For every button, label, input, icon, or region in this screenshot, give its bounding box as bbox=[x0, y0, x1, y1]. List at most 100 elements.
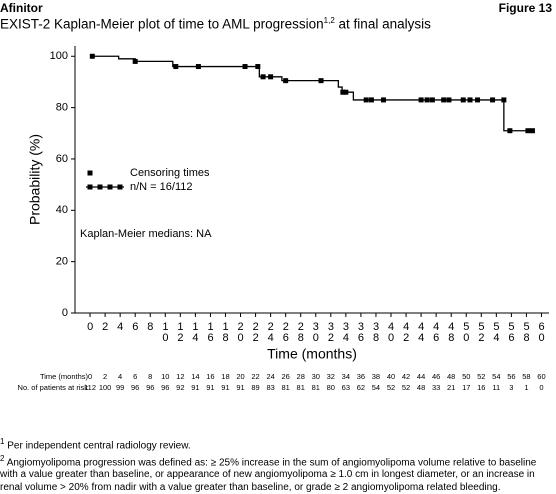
x-tick-label: 44 bbox=[415, 321, 427, 343]
x-tick-label: 28 bbox=[295, 321, 307, 343]
risk-count: 52 bbox=[387, 383, 395, 392]
risk-count: 96 bbox=[161, 383, 169, 392]
risk-time: 40 bbox=[387, 372, 395, 381]
risk-count: 91 bbox=[191, 383, 199, 392]
y-tick-label: 20 bbox=[56, 256, 68, 268]
risk-time: 8 bbox=[148, 372, 152, 381]
risk-count: 91 bbox=[206, 383, 214, 392]
risk-count: 96 bbox=[131, 383, 139, 392]
risk-time: 22 bbox=[251, 372, 259, 381]
risk-count: 81 bbox=[281, 383, 289, 392]
risk-time: 50 bbox=[462, 372, 470, 381]
figure-label: Figure 13 bbox=[498, 1, 552, 15]
x-tick-label: 16 bbox=[205, 321, 217, 343]
title: EXIST-2 Kaplan-Meier plot of time to AML… bbox=[0, 16, 431, 32]
x-tick-label: 36 bbox=[355, 321, 367, 343]
x-tick-label: 4 bbox=[114, 321, 126, 332]
risk-time: 18 bbox=[221, 372, 229, 381]
legend-label: Censoring times bbox=[130, 167, 210, 179]
km-curve bbox=[90, 55, 533, 132]
risk-count: 80 bbox=[327, 383, 335, 392]
risk-time: 48 bbox=[447, 372, 455, 381]
legend-marker bbox=[117, 184, 123, 190]
x-tick-label: 50 bbox=[460, 321, 472, 343]
x-tick-label: 2 bbox=[99, 321, 111, 332]
x-tick-label: 10 bbox=[159, 321, 171, 343]
risk-count: 63 bbox=[342, 383, 350, 392]
x-tick-label: 30 bbox=[310, 321, 322, 343]
x-tick-label: 26 bbox=[280, 321, 292, 343]
risk-time: 42 bbox=[402, 372, 410, 381]
y-tick-label: 40 bbox=[56, 204, 68, 216]
x-tick-label: 58 bbox=[521, 321, 533, 343]
footnote: 2 Angiomyolipoma progression was defined… bbox=[0, 453, 552, 494]
annotation: Kaplan-Meier medians: NA bbox=[80, 228, 212, 240]
risk-count: 52 bbox=[402, 383, 410, 392]
x-tick-label: 54 bbox=[490, 321, 502, 343]
risk-time: 4 bbox=[118, 372, 122, 381]
risk-time: 16 bbox=[206, 372, 214, 381]
risk-time: 10 bbox=[161, 372, 169, 381]
risk-count: 62 bbox=[357, 383, 365, 392]
y-tick-label: 60 bbox=[56, 153, 68, 165]
x-tick-label: 34 bbox=[340, 321, 352, 343]
risk-time: 38 bbox=[372, 372, 380, 381]
risk-count: 21 bbox=[447, 383, 455, 392]
risk-time: 14 bbox=[191, 372, 199, 381]
x-tick-label: 20 bbox=[235, 321, 247, 343]
title-sup: 1,2 bbox=[323, 16, 335, 25]
footnote-mark: 1 bbox=[0, 437, 5, 446]
risk-time: 32 bbox=[327, 372, 335, 381]
x-tick-label: 56 bbox=[505, 321, 517, 343]
risk-count: 112 bbox=[84, 383, 96, 392]
x-tick-label: 46 bbox=[430, 321, 442, 343]
risk-time: 46 bbox=[432, 372, 440, 381]
footnotes: 1 Per independent central radiology revi… bbox=[0, 436, 552, 494]
x-tick-label: 18 bbox=[220, 321, 232, 343]
risk-time: 34 bbox=[342, 372, 350, 381]
footnote-text: Per independent central radiology review… bbox=[7, 440, 191, 452]
risk-count: 48 bbox=[417, 383, 425, 392]
x-tick-label: 38 bbox=[370, 321, 382, 343]
title-text: EXIST-2 Kaplan-Meier plot of time to AML… bbox=[0, 16, 324, 32]
risk-count: 91 bbox=[236, 383, 244, 392]
risk-label: No. of patients at risk bbox=[18, 383, 89, 392]
risk-time: 60 bbox=[537, 372, 545, 381]
risk-count: 81 bbox=[297, 383, 305, 392]
risk-time: 26 bbox=[281, 372, 289, 381]
risk-time: 58 bbox=[522, 372, 530, 381]
y-tick-label: 0 bbox=[62, 307, 68, 319]
x-tick-label: 6 bbox=[129, 321, 141, 332]
risk-time: 52 bbox=[477, 372, 485, 381]
risk-count: 100 bbox=[99, 383, 112, 392]
x-tick-label: 22 bbox=[250, 321, 262, 343]
risk-time-label: Time (months) bbox=[40, 372, 89, 381]
risk-count: 16 bbox=[477, 383, 485, 392]
y-tick-label: 80 bbox=[56, 102, 68, 114]
title-suffix: at final analysis bbox=[338, 16, 431, 32]
legend-marker bbox=[97, 184, 103, 190]
risk-time: 56 bbox=[507, 372, 515, 381]
x-tick-label: 52 bbox=[475, 321, 487, 343]
risk-count: 3 bbox=[509, 383, 513, 392]
legend-marker bbox=[107, 184, 113, 190]
risk-time: 0 bbox=[88, 372, 92, 381]
x-tick-label: 32 bbox=[325, 321, 337, 343]
footnote-mark: 2 bbox=[0, 453, 5, 463]
x-axis-label: Time (months) bbox=[267, 346, 357, 362]
risk-count: 0 bbox=[539, 383, 543, 392]
risk-count: 96 bbox=[146, 383, 154, 392]
risk-count: 91 bbox=[221, 383, 229, 392]
risk-time: 12 bbox=[176, 372, 184, 381]
legend-label: n/N = 16/112 bbox=[130, 181, 192, 193]
legend-marker bbox=[87, 184, 93, 190]
x-tick-label: 60 bbox=[536, 321, 548, 343]
footnote: 1 Per independent central radiology revi… bbox=[0, 436, 552, 453]
risk-time: 44 bbox=[417, 372, 425, 381]
risk-count: 33 bbox=[432, 383, 440, 392]
risk-time: 24 bbox=[266, 372, 274, 381]
risk-count: 11 bbox=[492, 383, 500, 392]
risk-count: 99 bbox=[116, 383, 124, 392]
x-tick-label: 12 bbox=[174, 321, 186, 343]
